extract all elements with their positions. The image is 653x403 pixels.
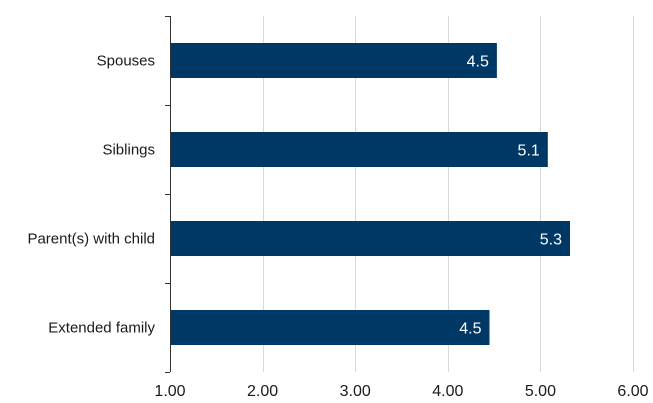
x-tick-label: 5.00	[525, 383, 556, 400]
category-label: Spouses	[97, 53, 155, 70]
category-label: Siblings	[102, 142, 155, 159]
data-label: 5.1	[518, 143, 540, 160]
data-label: 4.5	[459, 321, 481, 338]
labels: 1.00 2.00 3.00 4.00 5.00 6.00 Spouses 4.5 Siblin…	[27, 53, 648, 401]
bar-1	[171, 132, 548, 167]
x-tick-label: 6.00	[617, 383, 648, 400]
data-label: 4.5	[467, 54, 489, 71]
x-tick-label: 3.00	[340, 383, 371, 400]
x-tick-label: 1.00	[154, 383, 185, 400]
bars	[171, 43, 571, 345]
axes	[165, 16, 171, 373]
x-tick-label: 4.00	[432, 383, 463, 400]
x-tick-label: 2.00	[247, 383, 278, 400]
bar-2	[171, 221, 571, 256]
category-label: Parent(s) with child	[27, 231, 155, 248]
bar-0	[171, 43, 497, 78]
data-label: 5.3	[540, 232, 562, 249]
category-label: Extended family	[48, 320, 155, 337]
bar-3	[171, 310, 490, 345]
